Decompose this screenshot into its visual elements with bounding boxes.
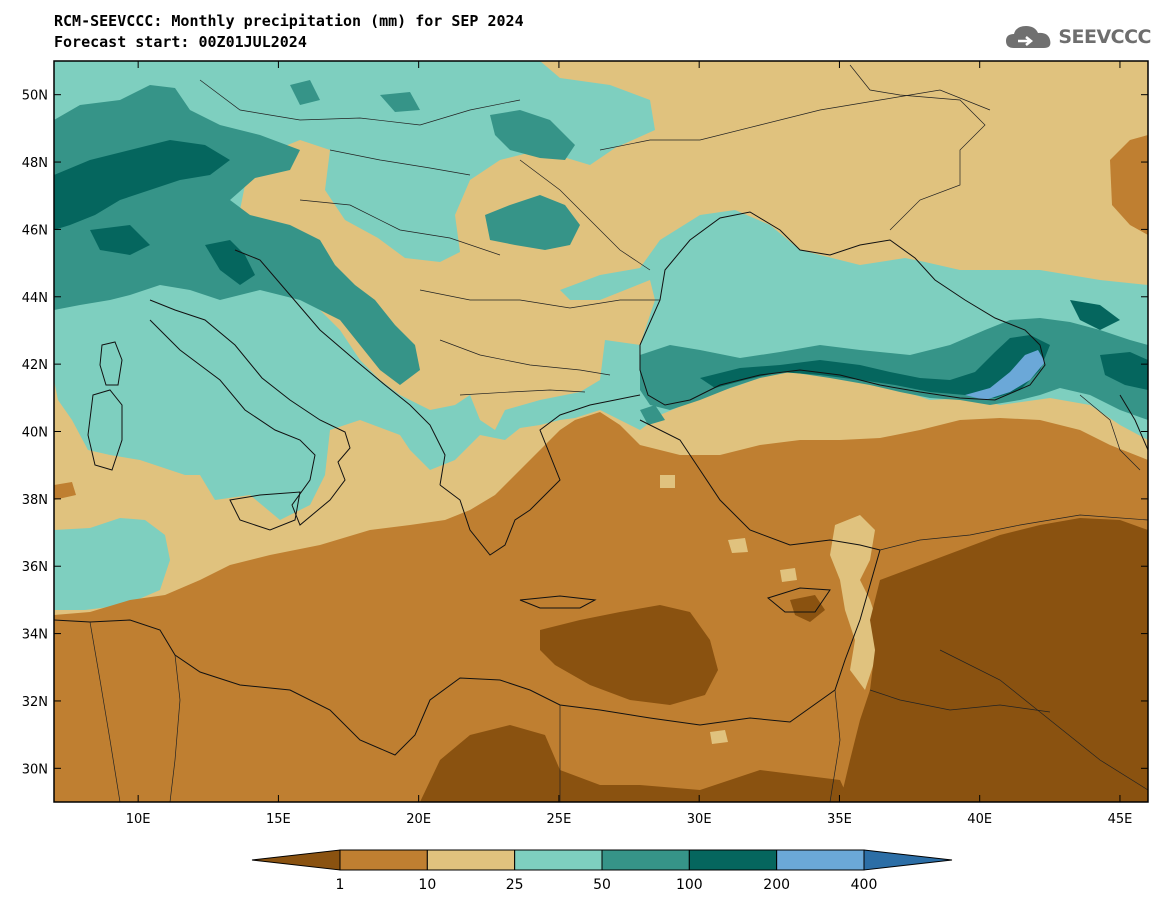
lon-tick-label: 15E xyxy=(266,812,291,827)
lat-tick-label: 30N xyxy=(22,762,48,777)
field-below-1 xyxy=(540,605,718,705)
field-100-200 xyxy=(700,335,1050,398)
lat-tick-label: 44N xyxy=(22,291,48,306)
field-50-100 xyxy=(485,195,580,250)
map-fields xyxy=(54,61,1148,802)
border-line xyxy=(419,289,660,309)
colorbar-high-extend xyxy=(863,849,953,871)
lat-tick-label: 46N xyxy=(22,223,48,238)
colorbar-label: 400 xyxy=(851,877,878,893)
cyprus xyxy=(766,587,831,613)
levant-coast xyxy=(834,549,881,691)
field-100-200 xyxy=(1100,352,1148,390)
field-100-200 xyxy=(90,225,150,255)
field-below-1 xyxy=(420,725,850,802)
border-line xyxy=(869,689,1051,713)
border-line xyxy=(829,689,841,802)
colorbar-label: 50 xyxy=(593,877,611,893)
colorbar-segment xyxy=(601,849,690,871)
field-100-200 xyxy=(205,240,255,285)
border-line xyxy=(329,149,471,176)
border-line xyxy=(439,339,611,376)
border-line xyxy=(519,159,651,271)
lat-tick-label: 32N xyxy=(22,695,48,710)
border-line xyxy=(849,64,986,231)
greece-coast xyxy=(439,394,641,556)
coastlines xyxy=(54,211,1148,756)
field-50-100 xyxy=(490,110,575,160)
italy-coast xyxy=(149,299,351,526)
lon-tick-label: 40E xyxy=(967,812,992,827)
field-50-100 xyxy=(290,80,420,112)
field-50-100 xyxy=(640,405,665,425)
lat-tick-label: 48N xyxy=(22,156,48,171)
field-below-1 xyxy=(840,518,1148,802)
caspian-edge xyxy=(1119,394,1148,451)
border-line xyxy=(1079,394,1141,471)
lon-tick-label: 35E xyxy=(827,812,852,827)
lon-tick-label: 30E xyxy=(687,812,712,827)
north-africa-coast xyxy=(54,619,836,756)
latitude-axis: 30N 32N 34N 36N 38N 40N 42N 44N 46N 48N 50N xyxy=(22,89,1148,777)
field-25-50 xyxy=(54,61,1148,520)
colorbar-low-extend xyxy=(251,849,341,871)
field-below-1 xyxy=(790,595,825,622)
lon-tick-label: 10E xyxy=(126,812,151,827)
lat-tick-label: 40N xyxy=(22,426,48,441)
borders xyxy=(89,64,1148,802)
field-200-400 xyxy=(965,350,1045,400)
border-line xyxy=(939,649,1148,791)
colorbar-label: 10 xyxy=(418,877,436,893)
colorbar-segment xyxy=(776,849,865,871)
lat-tick-label: 50N xyxy=(22,89,48,104)
colorbar: 1 10 25 50 100 200 400 xyxy=(251,849,953,893)
field-25-50 xyxy=(54,518,170,610)
colorbar-label: 200 xyxy=(763,877,790,893)
chart-title: RCM-SEEVCCC: Monthly precipitation (mm) … xyxy=(54,12,524,30)
border-line xyxy=(299,199,501,256)
sardinia xyxy=(87,389,123,471)
corsica xyxy=(99,341,123,386)
field-100-200 xyxy=(54,140,230,230)
border-line xyxy=(879,514,1148,551)
colorbar-segment xyxy=(339,849,428,871)
lon-tick-label: 45E xyxy=(1108,812,1133,827)
field-10-25-pocket xyxy=(830,515,880,690)
border-line xyxy=(459,389,586,396)
adriatic-east-coast xyxy=(234,249,446,486)
longitude-axis: 10E 15E 20E 25E 30E 35E 40E 45E xyxy=(126,61,1133,827)
colorbar-segment xyxy=(514,849,603,871)
colorbar-segment xyxy=(426,849,516,871)
field-1-10 xyxy=(54,482,76,500)
field-1-10 xyxy=(1110,135,1148,235)
lon-tick-label: 20E xyxy=(406,812,431,827)
colorbar-label: 25 xyxy=(506,877,524,893)
colorbar-label: 100 xyxy=(676,877,703,893)
border-line xyxy=(89,621,121,802)
lat-tick-label: 36N xyxy=(22,560,48,575)
sicily xyxy=(229,491,301,531)
lat-tick-label: 38N xyxy=(22,493,48,508)
lat-tick-label: 42N xyxy=(22,358,48,373)
black-sea-coast xyxy=(639,211,1046,406)
field-100-200 xyxy=(1070,300,1120,330)
seevccc-logo: SEEVCCC xyxy=(1004,22,1151,52)
chart-subtitle: Forecast start: 00Z01JUL2024 xyxy=(54,33,307,51)
border-line xyxy=(199,79,521,126)
colorbar-segment xyxy=(688,849,778,871)
lon-tick-label: 25E xyxy=(547,812,572,827)
logo-text: SEEVCCC xyxy=(1058,26,1151,48)
lat-tick-label: 34N xyxy=(22,628,48,643)
border-line xyxy=(169,654,181,802)
cloud-icon xyxy=(1006,26,1051,48)
border-line xyxy=(599,89,991,151)
turkey-south-coast xyxy=(639,419,881,551)
colorbar-label: 1 xyxy=(336,877,345,893)
crete xyxy=(519,595,597,609)
